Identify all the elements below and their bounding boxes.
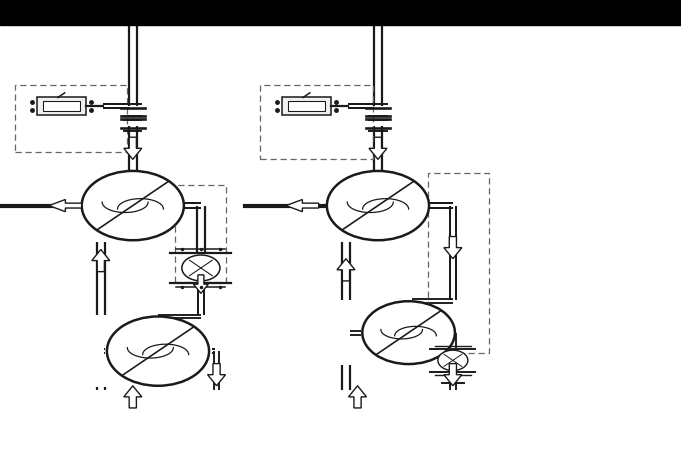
Polygon shape	[444, 237, 462, 259]
Circle shape	[107, 316, 209, 386]
Circle shape	[182, 255, 220, 281]
Polygon shape	[124, 386, 142, 408]
Circle shape	[82, 171, 184, 240]
Polygon shape	[444, 364, 462, 386]
Bar	[282, 97, 331, 115]
Bar	[288, 102, 325, 111]
Polygon shape	[337, 259, 355, 281]
Circle shape	[362, 301, 455, 364]
Bar	[0, 0, 681, 25]
Polygon shape	[369, 137, 387, 159]
Polygon shape	[286, 200, 319, 212]
Bar	[15, 85, 127, 152]
Polygon shape	[208, 364, 225, 386]
Circle shape	[327, 171, 429, 240]
Bar	[43, 102, 80, 111]
Polygon shape	[49, 200, 82, 212]
Circle shape	[438, 350, 468, 371]
Bar	[37, 97, 86, 115]
Polygon shape	[349, 386, 366, 408]
Polygon shape	[193, 275, 208, 293]
Polygon shape	[92, 249, 110, 272]
Polygon shape	[124, 137, 142, 159]
Bar	[175, 185, 226, 282]
Bar	[428, 173, 489, 353]
Bar	[260, 85, 373, 159]
